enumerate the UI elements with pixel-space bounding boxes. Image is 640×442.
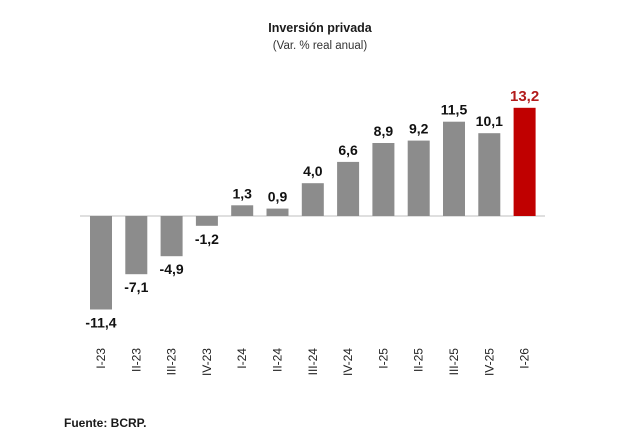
data-label-I-26: 13,2 (510, 88, 539, 105)
x-tick-I-25: I-25 (376, 348, 390, 369)
data-label-II-23: -7,1 (124, 279, 148, 295)
data-label-III-23: -4,9 (160, 261, 184, 277)
x-tick-III-23: III-23 (165, 348, 179, 376)
data-label-IV-24: 6,6 (338, 142, 358, 158)
bar-II-24 (266, 208, 289, 216)
bar-IV-25 (478, 133, 501, 216)
data-label-I-23: -11,4 (85, 315, 116, 331)
x-tick-IV-24: IV-24 (341, 348, 355, 376)
x-tick-II-24: II-24 (271, 348, 285, 372)
x-tick-I-26: I-26 (518, 348, 532, 369)
bar-IV-24 (337, 161, 360, 216)
chart-subtitle: (Var. % real anual) (272, 40, 368, 52)
x-tick-III-24: III-24 (306, 348, 320, 376)
bar-II-25 (407, 140, 430, 216)
x-tick-I-23: I-23 (94, 348, 108, 369)
bar-I-26 (513, 107, 536, 216)
data-label-III-24: 4,0 (303, 163, 323, 179)
data-label-II-24: 0,9 (268, 189, 288, 205)
bar-IV-23 (195, 216, 218, 226)
bar-III-23 (160, 216, 183, 257)
bar-II-23 (125, 216, 148, 275)
data-label-I-24: 1,3 (232, 185, 252, 201)
source-note: Fuente: BCRP. (64, 416, 147, 430)
x-tick-II-25: II-25 (412, 348, 426, 372)
data-label-I-25: 8,9 (374, 123, 394, 139)
data-label-IV-23: -1,2 (195, 231, 219, 247)
data-label-II-25: 9,2 (409, 121, 429, 137)
x-tick-II-23: II-23 (129, 348, 143, 372)
bar-I-24 (231, 205, 254, 216)
x-tick-IV-23: IV-23 (200, 348, 214, 376)
x-tick-III-25: III-25 (447, 348, 461, 376)
x-tick-I-24: I-24 (235, 348, 249, 369)
bar-III-24 (301, 183, 324, 216)
data-label-IV-25: 10,1 (476, 113, 503, 129)
chart-title: Inversión privada (268, 21, 372, 35)
bar-III-25 (443, 121, 465, 216)
bar-I-23 (90, 216, 112, 310)
bar-I-25 (372, 143, 395, 216)
x-tick-IV-25: IV-25 (482, 348, 496, 376)
data-label-III-25: 11,5 (441, 102, 468, 118)
